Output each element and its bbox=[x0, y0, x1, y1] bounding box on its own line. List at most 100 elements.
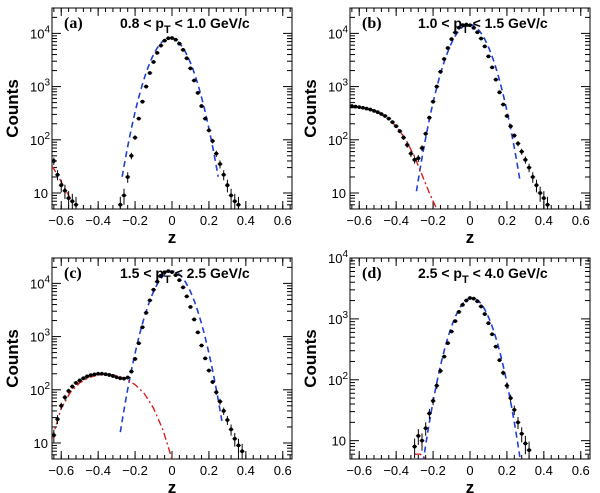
x-tick-label: 0.2 bbox=[200, 463, 218, 478]
data-point bbox=[136, 341, 142, 346]
pt-range-label: 1.5 < pT < 2.5 GeV/c bbox=[120, 265, 250, 286]
data-point bbox=[449, 37, 454, 42]
data-point bbox=[353, 104, 358, 109]
plot-frame bbox=[349, 257, 591, 460]
data-point bbox=[460, 23, 466, 28]
data-point bbox=[541, 191, 547, 209]
data-point bbox=[412, 156, 418, 164]
chart-panel-3: −0.6 −0.4 −0.2 0 0.2 0.4 0.6 10 102 103 104 z Counts… bbox=[3, 257, 293, 493]
x-tick-label: −0.2 bbox=[420, 463, 446, 478]
x-axis-title: z bbox=[168, 228, 177, 247]
background-fit-curve bbox=[52, 165, 75, 206]
data-point bbox=[522, 435, 528, 455]
data-point bbox=[228, 188, 234, 205]
data-point bbox=[180, 285, 186, 290]
data-point bbox=[52, 429, 57, 443]
data-point bbox=[132, 135, 138, 140]
data-point bbox=[195, 330, 201, 335]
data-point bbox=[206, 128, 212, 133]
x-axis-title: z bbox=[466, 478, 475, 493]
data-point bbox=[92, 372, 97, 377]
data-point bbox=[426, 408, 432, 419]
x-axis-title: z bbox=[466, 228, 475, 247]
data-point bbox=[482, 44, 488, 49]
data-point bbox=[526, 163, 532, 173]
data-point bbox=[180, 47, 186, 52]
data-point bbox=[467, 23, 473, 28]
y-tick-label: 10 bbox=[332, 186, 346, 201]
data-point bbox=[360, 105, 366, 110]
data-point bbox=[367, 107, 373, 112]
data-point bbox=[519, 148, 525, 155]
data-point bbox=[478, 36, 484, 41]
data-point bbox=[471, 25, 477, 30]
x-tick-label: −0.4 bbox=[383, 213, 409, 228]
data-point bbox=[106, 373, 112, 377]
y-tick-label: 104 bbox=[30, 24, 50, 41]
data-point bbox=[423, 131, 429, 136]
data-point bbox=[143, 310, 149, 315]
data-point bbox=[213, 150, 219, 157]
x-tick-label: 0 bbox=[466, 213, 473, 228]
data-point bbox=[184, 56, 190, 61]
y-tick-label: 103 bbox=[328, 78, 348, 95]
data-point bbox=[188, 66, 193, 71]
y-tick-label: 103 bbox=[30, 328, 50, 345]
data-point bbox=[500, 370, 506, 376]
data-point bbox=[58, 179, 64, 193]
data-point bbox=[430, 99, 436, 104]
data-point bbox=[530, 172, 536, 183]
data-point bbox=[188, 305, 193, 309]
data-point bbox=[460, 302, 466, 307]
data-point bbox=[151, 287, 156, 292]
data-point bbox=[66, 388, 72, 394]
data-point bbox=[191, 317, 197, 322]
panel-tag: (a) bbox=[64, 15, 83, 32]
data-point bbox=[221, 170, 227, 181]
data-point bbox=[236, 438, 241, 455]
panel-tag: (b) bbox=[362, 15, 382, 32]
data-point bbox=[441, 57, 447, 61]
data-point bbox=[430, 397, 436, 406]
data-point bbox=[169, 270, 175, 274]
data-point bbox=[224, 179, 230, 193]
x-tick-label: 0.2 bbox=[498, 213, 516, 228]
data-point bbox=[195, 91, 201, 95]
data-point bbox=[73, 196, 79, 209]
y-tick-label: 104 bbox=[30, 274, 50, 291]
data-point bbox=[534, 179, 539, 193]
data-point bbox=[486, 54, 491, 59]
data-point bbox=[176, 41, 182, 46]
y-tick-label: 102 bbox=[30, 381, 50, 398]
data-point bbox=[471, 296, 477, 301]
data-point bbox=[173, 273, 179, 278]
data-point bbox=[467, 296, 473, 300]
data-point bbox=[426, 115, 432, 120]
data-point bbox=[390, 120, 395, 124]
data-point bbox=[386, 116, 392, 121]
data-point bbox=[77, 378, 83, 383]
data-point bbox=[114, 375, 120, 380]
data-point bbox=[88, 373, 94, 378]
x-tick-label: 0.6 bbox=[572, 463, 590, 478]
data-point bbox=[478, 304, 484, 309]
data-point bbox=[158, 273, 164, 278]
y-axis-title: Counts bbox=[3, 329, 22, 388]
data-point bbox=[140, 99, 145, 104]
data-point bbox=[397, 129, 403, 134]
data-point bbox=[441, 354, 447, 359]
data-point bbox=[217, 398, 223, 405]
signal-fit-curve bbox=[420, 297, 521, 459]
data-point bbox=[199, 104, 204, 108]
data-point bbox=[504, 114, 510, 118]
data-point bbox=[375, 110, 381, 115]
data-point bbox=[184, 294, 190, 299]
chart-panel-4: −0.6 −0.4 −0.2 0 0.2 0.4 0.6 10 102 103 104 z Counts… bbox=[301, 249, 591, 493]
x-tick-label: −0.6 bbox=[346, 463, 372, 478]
data-point bbox=[202, 116, 208, 121]
y-tick-label: 103 bbox=[30, 78, 50, 95]
data-point bbox=[210, 138, 216, 144]
background-fit-curve bbox=[52, 373, 173, 459]
data-point bbox=[393, 124, 399, 129]
data-point bbox=[456, 25, 462, 30]
